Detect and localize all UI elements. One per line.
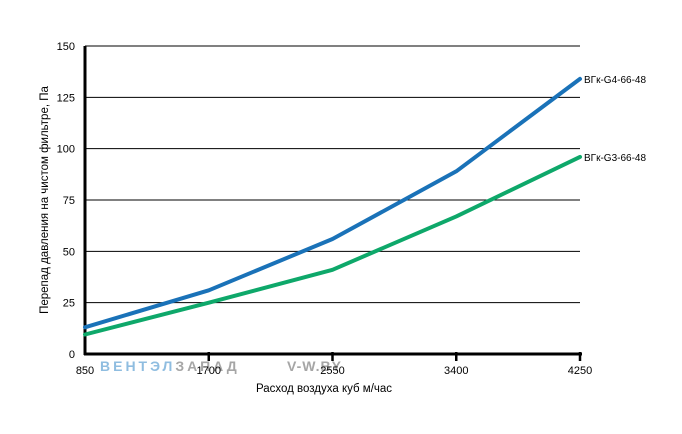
y-tick-label-4: 100 (57, 144, 75, 156)
y-tick-label-1: 25 (63, 298, 75, 310)
y-axis-title: Перепад давления на чистом фильтре, Па (39, 86, 51, 314)
watermark: ВЕНТЭЛЗАПАД V-W.BY (100, 358, 342, 374)
y-tick-label-2: 50 (63, 246, 75, 258)
x-tick-label-2: 2550 (320, 365, 344, 377)
series-lines (83, 76, 582, 337)
y-tick-label-6: 150 (57, 41, 75, 53)
series-label-0: ВГк-G4-66-48 (584, 75, 646, 86)
x-tick-label-3: 3400 (444, 365, 468, 377)
watermark-site: V-W.BY (287, 358, 342, 374)
y-tick-label-0: 0 (69, 349, 75, 361)
x-axis-title: Расход воздуха куб м/час (256, 383, 392, 395)
x-tick-label-4: 4250 (568, 365, 592, 377)
series-labels: ВГк-G4-66-48 ВГк-G3-66-48 (584, 75, 646, 164)
svg-text:ВЕНТЭЛЗАПАД: ВЕНТЭЛЗАПАД (100, 358, 240, 374)
x-tick-label-1: 1700 (197, 365, 221, 377)
y-tick-label-3: 75 (63, 195, 75, 207)
x-tick-label-0: 850 (76, 365, 94, 377)
svg-text:V-W.BY: V-W.BY (287, 358, 342, 374)
axes (83, 46, 582, 361)
series-line-0 (83, 76, 582, 330)
series-line-1 (83, 154, 582, 337)
y-tick-label-5: 125 (57, 92, 75, 104)
grid-lines (85, 45, 580, 304)
watermark-zapad: ЗАПАД (175, 358, 239, 374)
series-label-1: ВГк-G3-66-48 (584, 153, 646, 164)
watermark-ventel: ВЕНТЭЛ (100, 358, 175, 374)
